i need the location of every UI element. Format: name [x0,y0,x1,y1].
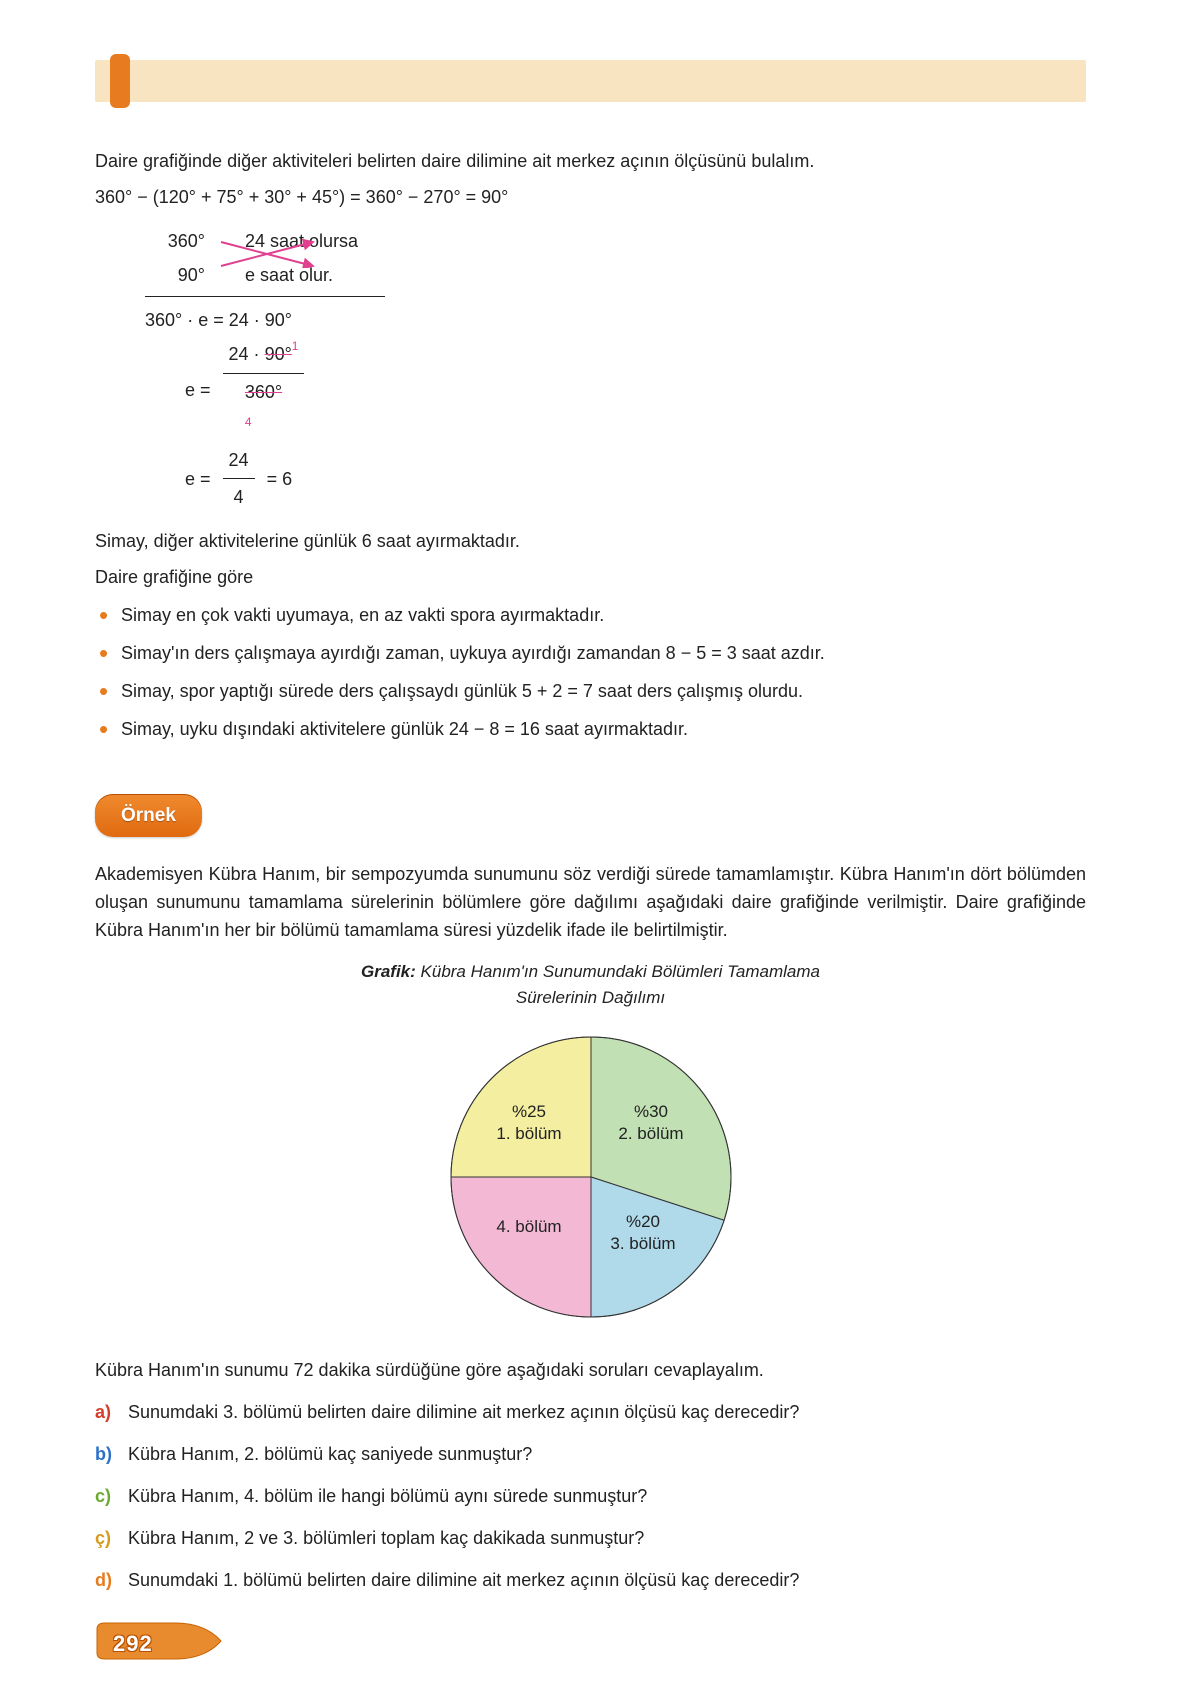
chart-title-rest: Kübra Hanım'ın Sunumundaki Bölümleri Tam… [416,962,820,1007]
question-item: b) Kübra Hanım, 2. bölümü kaç saniyede s… [95,1441,1086,1469]
step3-num: 24 [223,443,255,479]
content: Daire grafiğinde diğer aktiviteleri beli… [95,60,1086,1595]
page: Daire grafiğinde diğer aktiviteleri beli… [0,0,1181,1683]
step3-fraction: 24 4 [223,443,255,514]
step3-eq: = 6 [267,462,293,496]
question-item: d) Sunumdaki 1. bölümü belirten daire di… [95,1567,1086,1595]
anno-top: 1 [292,339,299,353]
question-item: c) Kübra Hanım, 4. bölüm ile hangi bölüm… [95,1483,1086,1511]
bullet-item: Simay'ın ders çalışmaya ayırdığı zaman, … [95,640,1086,668]
step2-pre: e = [185,373,211,407]
header-band [95,60,1086,102]
q-label: c) [95,1483,123,1511]
result-line: Simay, diğer aktivitelerine günlük 6 saa… [95,528,1086,556]
q-label: a) [95,1399,123,1427]
q-label: ç) [95,1525,123,1553]
step3-den: 4 [228,479,250,514]
header-tab [110,54,130,108]
prop-24h: 24 saat olursa [245,224,385,258]
pie-slice-percent: %25 [511,1102,545,1121]
sub-line: Daire grafiğine göre [95,564,1086,592]
q-text: Kübra Hanım, 2. bölümü kaç saniyede sunm… [128,1444,532,1464]
prop-90: 90° [145,258,205,292]
question-item: a) Sunumdaki 3. bölümü belirten daire di… [95,1399,1086,1427]
bullet-item: Simay, uyku dışındaki aktivitelere günlü… [95,716,1086,744]
pie-slice-label: 4. bölüm [496,1217,561,1236]
proportion-block: 360° 24 saat olursa 90° e saat olur. 360… [145,220,1086,519]
chart-title-bold: Grafik: [361,962,416,981]
angle-equation: 360° − (120° + 75° + 30° + 45°) = 360° −… [95,184,1086,212]
q-text: Kübra Hanım, 4. bölüm ile hangi bölümü a… [128,1486,647,1506]
step2-den: 360°4 [239,374,288,443]
pie-slice-label: 2. bölüm [618,1124,683,1143]
anno-bottom: 4 [245,415,252,429]
pie-chart: %30 2. bölüm %20 3. bölüm 4. bölüm %25 1. bölü… [431,1017,751,1337]
prop-step2: e = 24 · 90°1 360°4 [185,337,385,443]
pie-slice [451,1177,591,1317]
prop-step1: 360° · e = 24 · 90° [145,296,385,337]
q-label: d) [95,1567,123,1595]
prop-360: 360° [145,224,205,258]
q-text: Kübra Hanım, 2 ve 3. bölümleri toplam ka… [128,1528,644,1548]
page-number: 292 [113,1627,153,1661]
bullet-list: Simay en çok vakti uyumaya, en az vakti … [95,602,1086,744]
q-label: b) [95,1441,123,1469]
pie-slice-percent: %30 [633,1102,667,1121]
example-text: Akademisyen Kübra Hanım, bir sempozyumda… [95,861,1086,945]
q-text: Sunumdaki 1. bölümü belirten daire dilim… [128,1570,799,1590]
prop-step3: e = 24 4 = 6 [185,443,385,514]
step3-pre: e = [185,462,211,496]
step2-num: 24 · 90°1 [223,337,305,373]
step2-fraction: 24 · 90°1 360°4 [223,337,305,443]
pie-slice-label: 3. bölüm [610,1234,675,1253]
after-chart-line: Kübra Hanım'ın sunumu 72 dakika sürdüğün… [95,1357,1086,1385]
example-badge: Örnek [95,794,202,837]
pie-chart-wrap: %30 2. bölüm %20 3. bölüm 4. bölüm %25 1. bölü… [95,1017,1086,1337]
q-text: Sunumdaki 3. bölümü belirten daire dilim… [128,1402,799,1422]
chart-title: Grafik: Kübra Hanım'ın Sunumundaki Bölüm… [331,959,851,1012]
prop-e: e saat olur. [245,258,385,292]
bullet-item: Simay en çok vakti uyumaya, en az vakti … [95,602,1086,630]
cross-proportion: 360° 24 saat olursa 90° e saat olur. 360… [145,220,385,519]
question-list: a) Sunumdaki 3. bölümü belirten daire di… [95,1399,1086,1594]
page-number-badge: 292 [95,1621,215,1661]
pie-slice-label: 1. bölüm [496,1124,561,1143]
pie-slice-percent: %20 [625,1212,659,1231]
bullet-item: Simay, spor yaptığı sürede ders çalışsay… [95,678,1086,706]
intro-line: Daire grafiğinde diğer aktiviteleri beli… [95,148,1086,176]
question-item: ç) Kübra Hanım, 2 ve 3. bölümleri toplam… [95,1525,1086,1553]
